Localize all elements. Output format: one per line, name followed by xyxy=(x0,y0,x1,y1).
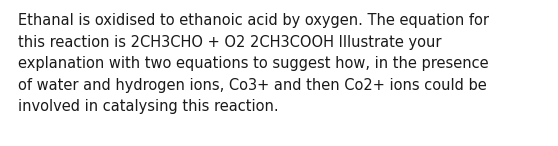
Text: Ethanal is oxidised to ethanoic acid by oxygen. The equation for
this reaction i: Ethanal is oxidised to ethanoic acid by … xyxy=(18,13,489,114)
